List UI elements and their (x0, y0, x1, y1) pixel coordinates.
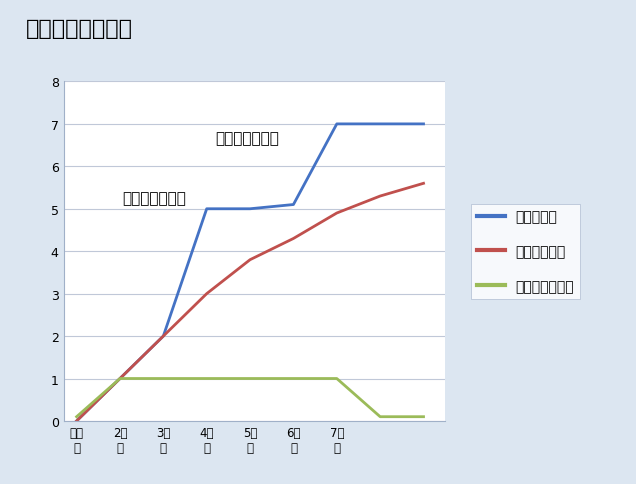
まちまちペース (73, 414, 80, 420)
まちまちペース (246, 376, 254, 381)
週一回ペース (333, 211, 341, 216)
理想ペース (116, 376, 124, 381)
Text: いい体のライン: いい体のライン (216, 131, 279, 146)
週一回ペース (246, 257, 254, 263)
まちまちペース (160, 376, 167, 381)
Line: 理想ペース: 理想ペース (76, 125, 424, 421)
理想ペース (246, 207, 254, 212)
Text: 体の変化成長曲線: 体の変化成長曲線 (25, 19, 132, 39)
まちまちペース (420, 414, 427, 420)
理想ペース (73, 418, 80, 424)
理想ペース (377, 122, 384, 128)
まちまちペース (289, 376, 297, 381)
まちまちペース (333, 376, 341, 381)
Text: 痛みなしライン: 痛みなしライン (122, 190, 186, 205)
週一回ペース (420, 181, 427, 187)
Line: 週一回ペース: 週一回ペース (76, 184, 424, 421)
理想ペース (420, 122, 427, 128)
理想ペース (333, 122, 341, 128)
Legend: 理想ペース, 週一回ペース, まちまちペース: 理想ペース, 週一回ペース, まちまちペース (471, 204, 580, 299)
理想ペース (203, 207, 211, 212)
理想ペース (160, 333, 167, 339)
週一回ペース (203, 291, 211, 297)
週一回ペース (116, 376, 124, 381)
Line: まちまちペース: まちまちペース (76, 378, 424, 417)
まちまちペース (377, 414, 384, 420)
まちまちペース (116, 376, 124, 381)
理想ペース (289, 202, 297, 208)
週一回ペース (289, 236, 297, 242)
まちまちペース (203, 376, 211, 381)
週一回ペース (73, 418, 80, 424)
週一回ペース (377, 194, 384, 199)
週一回ペース (160, 333, 167, 339)
